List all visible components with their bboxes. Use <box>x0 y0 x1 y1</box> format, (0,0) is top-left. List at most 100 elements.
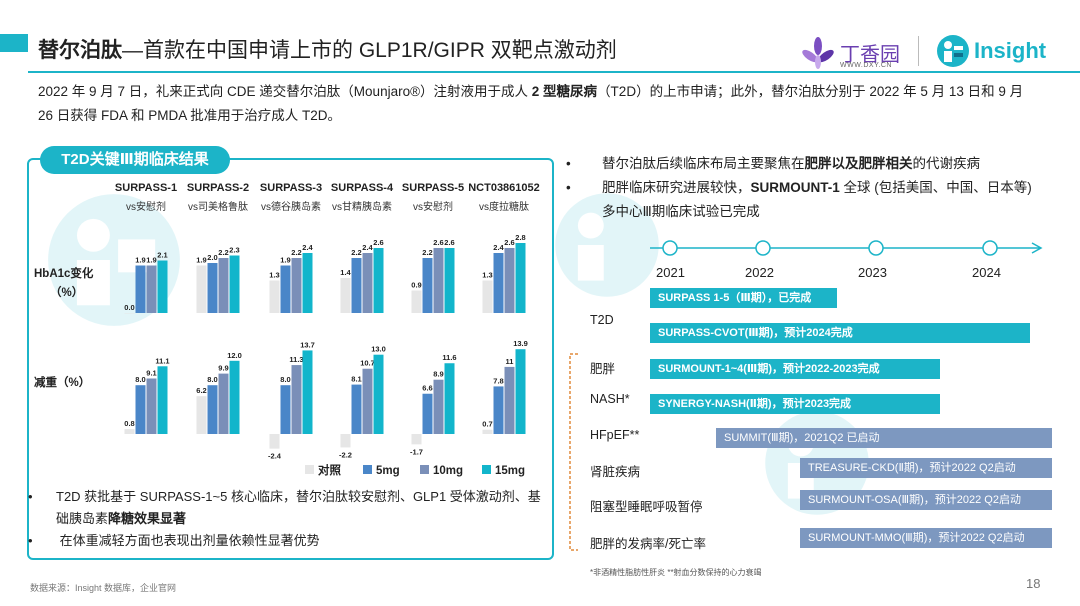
data-label: 11.6 <box>442 353 456 362</box>
trial-header: SURPASS-2 <box>187 182 249 194</box>
chart-bar <box>124 429 135 434</box>
chart-bar <box>135 265 146 313</box>
page-title: 替尔泊肽—首款在中国申请上市的 GLP1R/GIPR 双靶点激动剂 <box>38 34 617 64</box>
trial-bar: SUMMIT(Ⅲ期)，2021Q2 已启动 <box>716 428 1052 448</box>
chart-bar <box>157 366 168 434</box>
data-label: 2.8 <box>515 233 525 242</box>
panel-label: HbA1c变化 <box>34 266 94 280</box>
chart-bar <box>218 373 229 434</box>
chart-bar <box>504 366 515 434</box>
title-main: 替尔泊肽 <box>38 39 122 62</box>
intro-part2: （T2D）的上市申请；此外，替尔泊肽分别于 2022 年 5 月 13 日和 9… <box>38 84 1024 123</box>
data-label: 0.0 <box>124 303 134 312</box>
chart-bar <box>433 248 444 313</box>
chart-bar <box>411 290 422 313</box>
legend-swatch <box>420 465 429 474</box>
chart-bar <box>280 265 291 313</box>
data-label: 1.9 <box>135 256 145 265</box>
timeline-year: 2022 <box>745 265 774 280</box>
data-label: 1.9 <box>280 256 290 265</box>
chart-bar <box>302 350 313 434</box>
data-label: 9.1 <box>146 368 156 377</box>
data-label: 2.6 <box>433 238 443 247</box>
timeline-node-2024 <box>982 240 998 256</box>
chart-bar <box>269 280 280 313</box>
right-bullet-2-bold: SURMOUNT-1 <box>750 180 840 195</box>
chart-bar <box>493 386 504 434</box>
chart-bar <box>351 258 362 313</box>
data-label: 1.3 <box>482 271 492 280</box>
chart-bar <box>291 365 302 434</box>
chart-bar <box>146 378 157 434</box>
title-bar: 替尔泊肽—首款在中国申请上市的 GLP1R/GIPR 双靶点激动剂 <box>0 0 1080 73</box>
dxy-logo-name: 丁香园 <box>840 44 900 66</box>
comparator-label: vs度拉糖肽 <box>479 200 529 213</box>
insight-logo: Insight <box>936 34 1056 70</box>
timeline-node-2023 <box>868 240 884 256</box>
dxy-logo: 丁香园 WWW.DXY.CN <box>800 36 900 72</box>
clinical-results-panel <box>27 158 554 560</box>
chart-bar <box>422 258 433 313</box>
chart-bar <box>135 385 146 434</box>
data-label: 8.9 <box>433 370 443 379</box>
data-label: 7.8 <box>493 376 503 385</box>
comparator-label: vs司美格鲁肽 <box>188 200 248 213</box>
chart-bar <box>196 265 207 313</box>
chart-bar <box>196 396 207 434</box>
trial-bar: TREASURE-CKD(Ⅱ期)，预计2022 Q2启动 <box>800 458 1052 478</box>
data-label: 13.7 <box>300 340 315 349</box>
chart-bar <box>362 253 373 313</box>
chart-bar <box>504 248 515 313</box>
data-label: -2.2 <box>339 450 352 459</box>
chart-bar <box>515 349 526 434</box>
chart-bar <box>482 280 493 313</box>
indication-label: 肥胖的发病率/死亡率 <box>590 537 706 551</box>
chart-bar <box>340 278 351 313</box>
right-bullet-1-post: 的代谢疾病 <box>912 156 981 171</box>
chart-bar <box>124 313 135 314</box>
chart-bar <box>411 434 422 445</box>
chart-bar <box>433 379 444 434</box>
data-label: -2.4 <box>268 452 282 461</box>
timeline-year: 2021 <box>656 265 685 280</box>
data-label: 2.6 <box>444 238 454 247</box>
trial-bar: SURMOUNT-1~4(Ⅲ期)，预计2022-2023完成 <box>650 359 940 379</box>
panel-title: T2D关键Ⅲ期临床结果 <box>40 146 230 174</box>
legend-swatch <box>305 465 314 474</box>
data-label: -1.7 <box>410 447 423 456</box>
data-label: 8.1 <box>351 375 361 384</box>
timeline: 2021 2022 2023 2024 <box>650 240 1043 280</box>
data-label: 1.4 <box>340 268 351 277</box>
data-label: 0.7 <box>482 420 492 429</box>
chart-bar <box>302 253 313 313</box>
trial-bar: SURPASS-CVOT(Ⅲ期)，预计2024完成 <box>650 323 1030 343</box>
data-label: 1.9 <box>146 256 156 265</box>
footnote: *非酒精性脂肪性肝炎 **射血分数保持的心力衰竭 <box>590 568 762 577</box>
comparator-label: vs安慰剂 <box>126 200 166 213</box>
data-label: 9.9 <box>218 364 228 373</box>
legend-label: 10mg <box>433 465 463 477</box>
dxy-flower-icon <box>802 37 834 69</box>
data-label: 8.0 <box>135 375 145 384</box>
chart-bar <box>373 248 384 313</box>
chart-bar <box>229 255 240 313</box>
bullet-dot: • <box>28 533 33 548</box>
logo-separator <box>918 36 919 66</box>
data-label: 0.9 <box>411 281 421 290</box>
legend-label: 15mg <box>495 465 525 477</box>
legend-swatch <box>482 465 491 474</box>
title-accent <box>0 34 28 52</box>
right-bullet-2: • 肥胖临床研究进展较快，SURMOUNT-1 全球 (包括美国、中国、日本等) … <box>566 176 1044 224</box>
indication-label: NASH* <box>590 392 630 406</box>
dxy-logo-url: WWW.DXY.CN <box>840 62 892 69</box>
data-label: 8.0 <box>280 375 290 384</box>
indication-label: HFpEF** <box>590 428 640 442</box>
data-label: 2.4 <box>493 243 504 252</box>
chart-bar <box>493 253 504 313</box>
data-label: 2.2 <box>351 248 361 257</box>
chart-bar <box>207 385 218 434</box>
right-bullet-1-bold: 肥胖以及肥胖相关 <box>804 156 913 171</box>
comparator-label: vs安慰剂 <box>413 200 453 213</box>
legend-label: 5mg <box>376 465 400 477</box>
